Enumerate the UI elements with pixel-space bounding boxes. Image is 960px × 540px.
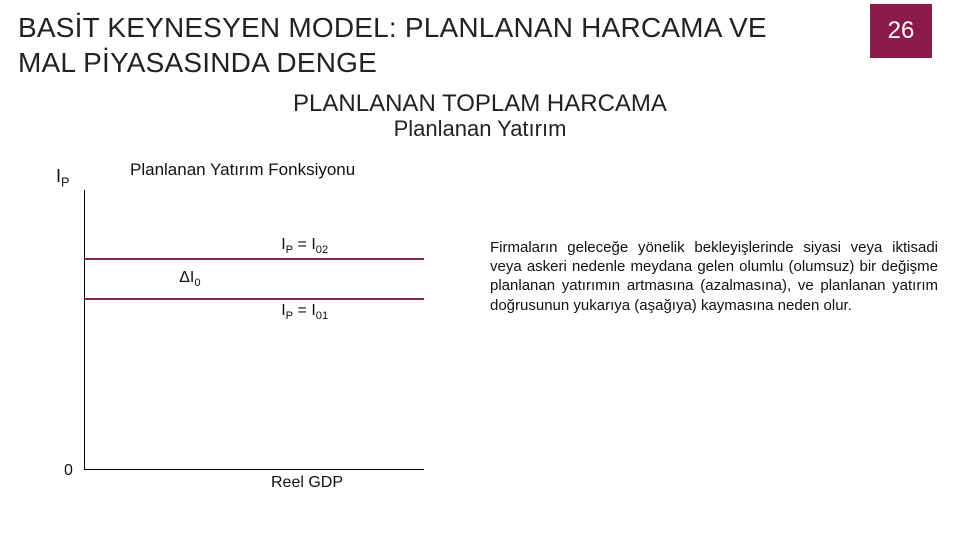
delta-label: ΔI0 xyxy=(179,269,200,289)
x-axis-title: Reel GDP xyxy=(271,474,343,492)
y-axis xyxy=(84,190,85,470)
investment-line-lower xyxy=(84,298,424,300)
subtitle-line-2: Planlanan Yatırım xyxy=(394,116,567,142)
lower-line-label: IP = I01 xyxy=(281,302,328,322)
x-axis xyxy=(84,469,424,470)
chart-title: Planlanan Yatırım Fonksiyonu xyxy=(130,160,440,180)
subtitle-line-1: PLANLANAN TOPLAM HARCAMA xyxy=(293,90,667,118)
origin-label: 0 xyxy=(64,462,73,480)
subtitle-band: PLANLANAN TOPLAM HARCAMA Planlanan Yatır… xyxy=(0,88,960,144)
y-axis-label: IP xyxy=(56,166,69,190)
slide-title: BASİT KEYNESYEN MODEL: PLANLANAN HARCAMA… xyxy=(18,10,798,80)
description-text: Firmaların geleceğe yönelik bekleyişleri… xyxy=(490,238,938,315)
upper-line-label: IP = I02 xyxy=(281,236,328,256)
investment-chart: IP Planlanan Yatırım Fonksiyonu IP = I02… xyxy=(40,160,440,490)
investment-line-upper xyxy=(84,258,424,260)
page-number-badge: 26 xyxy=(870,4,932,58)
chart-axes: IP = I02 IP = I01 ΔI0 xyxy=(84,190,424,470)
